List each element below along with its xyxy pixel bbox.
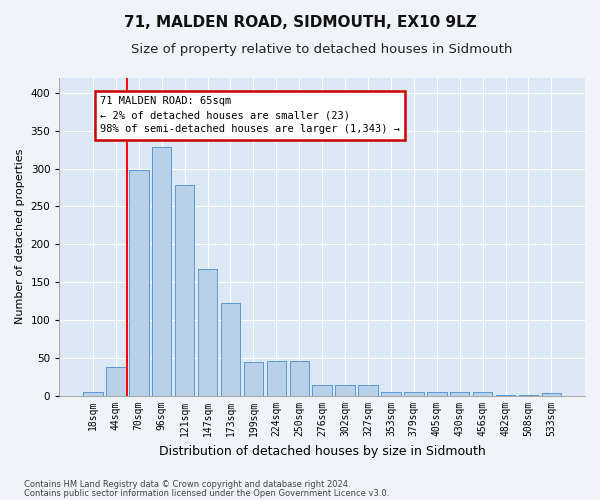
Bar: [358, 384, 378, 396]
Bar: [266, 361, 286, 396]
Bar: [313, 384, 332, 396]
Bar: [221, 303, 240, 396]
Bar: [290, 361, 309, 396]
Bar: [221, 303, 240, 396]
Bar: [266, 361, 286, 396]
Bar: [313, 384, 332, 396]
Bar: [381, 392, 401, 396]
Bar: [83, 392, 103, 396]
Bar: [198, 268, 217, 396]
Bar: [473, 392, 493, 396]
Bar: [129, 170, 149, 396]
Bar: [427, 392, 446, 396]
Bar: [175, 185, 194, 396]
Bar: [473, 392, 493, 396]
Bar: [129, 170, 149, 396]
Bar: [244, 362, 263, 396]
Text: 71 MALDEN ROAD: 65sqm
← 2% of detached houses are smaller (23)
98% of semi-detac: 71 MALDEN ROAD: 65sqm ← 2% of detached h…: [100, 96, 400, 134]
Bar: [152, 148, 172, 396]
Bar: [244, 362, 263, 396]
Bar: [290, 361, 309, 396]
Bar: [175, 185, 194, 396]
Bar: [335, 384, 355, 396]
Title: Size of property relative to detached houses in Sidmouth: Size of property relative to detached ho…: [131, 42, 513, 56]
Bar: [404, 392, 424, 396]
Bar: [404, 392, 424, 396]
Bar: [83, 392, 103, 396]
Bar: [542, 393, 561, 396]
X-axis label: Distribution of detached houses by size in Sidmouth: Distribution of detached houses by size …: [159, 444, 485, 458]
Bar: [335, 384, 355, 396]
Bar: [152, 148, 172, 396]
Text: Contains HM Land Registry data © Crown copyright and database right 2024.: Contains HM Land Registry data © Crown c…: [24, 480, 350, 489]
Text: 71, MALDEN ROAD, SIDMOUTH, EX10 9LZ: 71, MALDEN ROAD, SIDMOUTH, EX10 9LZ: [124, 15, 476, 30]
Bar: [450, 392, 469, 396]
Bar: [106, 367, 125, 396]
Bar: [381, 392, 401, 396]
Text: Contains public sector information licensed under the Open Government Licence v3: Contains public sector information licen…: [24, 488, 389, 498]
Bar: [106, 367, 125, 396]
Bar: [358, 384, 378, 396]
Bar: [427, 392, 446, 396]
Bar: [542, 393, 561, 396]
Y-axis label: Number of detached properties: Number of detached properties: [15, 149, 25, 324]
Bar: [450, 392, 469, 396]
Bar: [198, 268, 217, 396]
